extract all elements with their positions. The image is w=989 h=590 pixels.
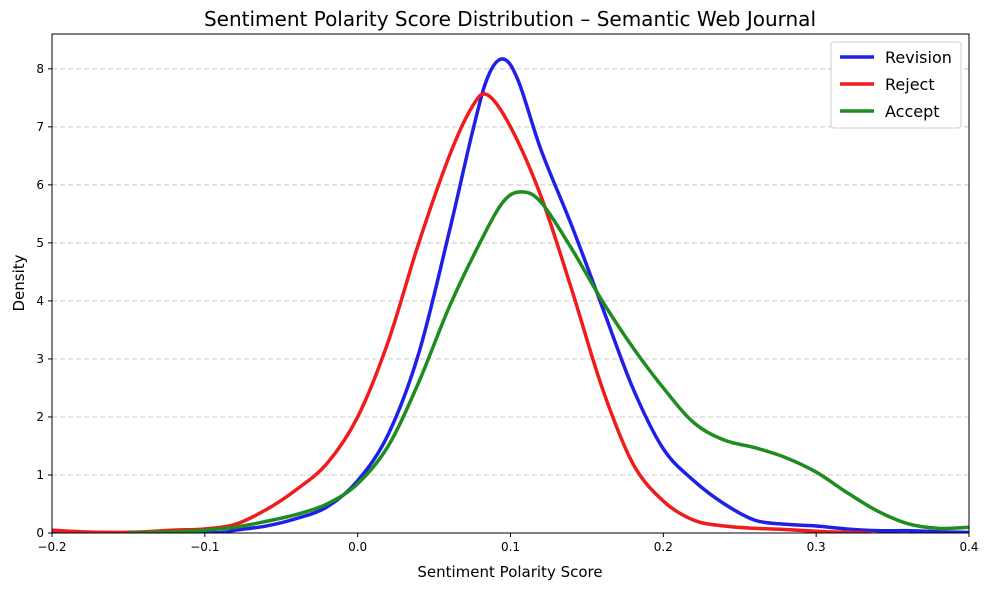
x-tick-label: 0.2 bbox=[654, 540, 673, 554]
y-tick-label: 8 bbox=[36, 62, 44, 76]
x-tick-label: 0.4 bbox=[959, 540, 978, 554]
x-tick-label: −0.1 bbox=[190, 540, 219, 554]
legend-label-reject: Reject bbox=[885, 75, 935, 94]
x-axis-label: Sentiment Polarity Score bbox=[417, 563, 602, 581]
x-tick-label: 0.0 bbox=[348, 540, 367, 554]
series-lines bbox=[52, 57, 969, 533]
legend: Revision Reject Accept bbox=[830, 41, 962, 129]
series-line-reject bbox=[52, 92, 872, 533]
x-tick-label: 0.3 bbox=[807, 540, 826, 554]
series-line-accept bbox=[126, 190, 969, 533]
series-line-revision bbox=[52, 57, 969, 533]
x-tick-label: −0.2 bbox=[37, 540, 66, 554]
y-tick-label: 2 bbox=[36, 410, 44, 424]
chart-title: Sentiment Polarity Score Distribution – … bbox=[204, 7, 816, 31]
y-tick-label: 3 bbox=[36, 352, 44, 366]
y-tick-label: 4 bbox=[36, 294, 44, 308]
y-axis-label: Density bbox=[10, 254, 28, 311]
y-axis-ticks: 0 1 2 3 4 5 6 7 8 bbox=[36, 62, 52, 540]
y-tick-label: 1 bbox=[36, 468, 44, 482]
legend-frame bbox=[830, 41, 962, 129]
y-tick-label: 5 bbox=[36, 236, 44, 250]
y-tick-label: 0 bbox=[36, 526, 44, 540]
x-tick-label: 0.1 bbox=[501, 540, 520, 554]
x-axis-ticks: −0.2 −0.1 0.0 0.1 0.2 0.3 0.4 bbox=[37, 533, 979, 554]
y-tick-label: 7 bbox=[36, 120, 44, 134]
legend-label-revision: Revision bbox=[885, 48, 952, 67]
legend-label-accept: Accept bbox=[885, 102, 940, 121]
gridlines bbox=[52, 68, 969, 476]
y-tick-label: 6 bbox=[36, 178, 44, 192]
